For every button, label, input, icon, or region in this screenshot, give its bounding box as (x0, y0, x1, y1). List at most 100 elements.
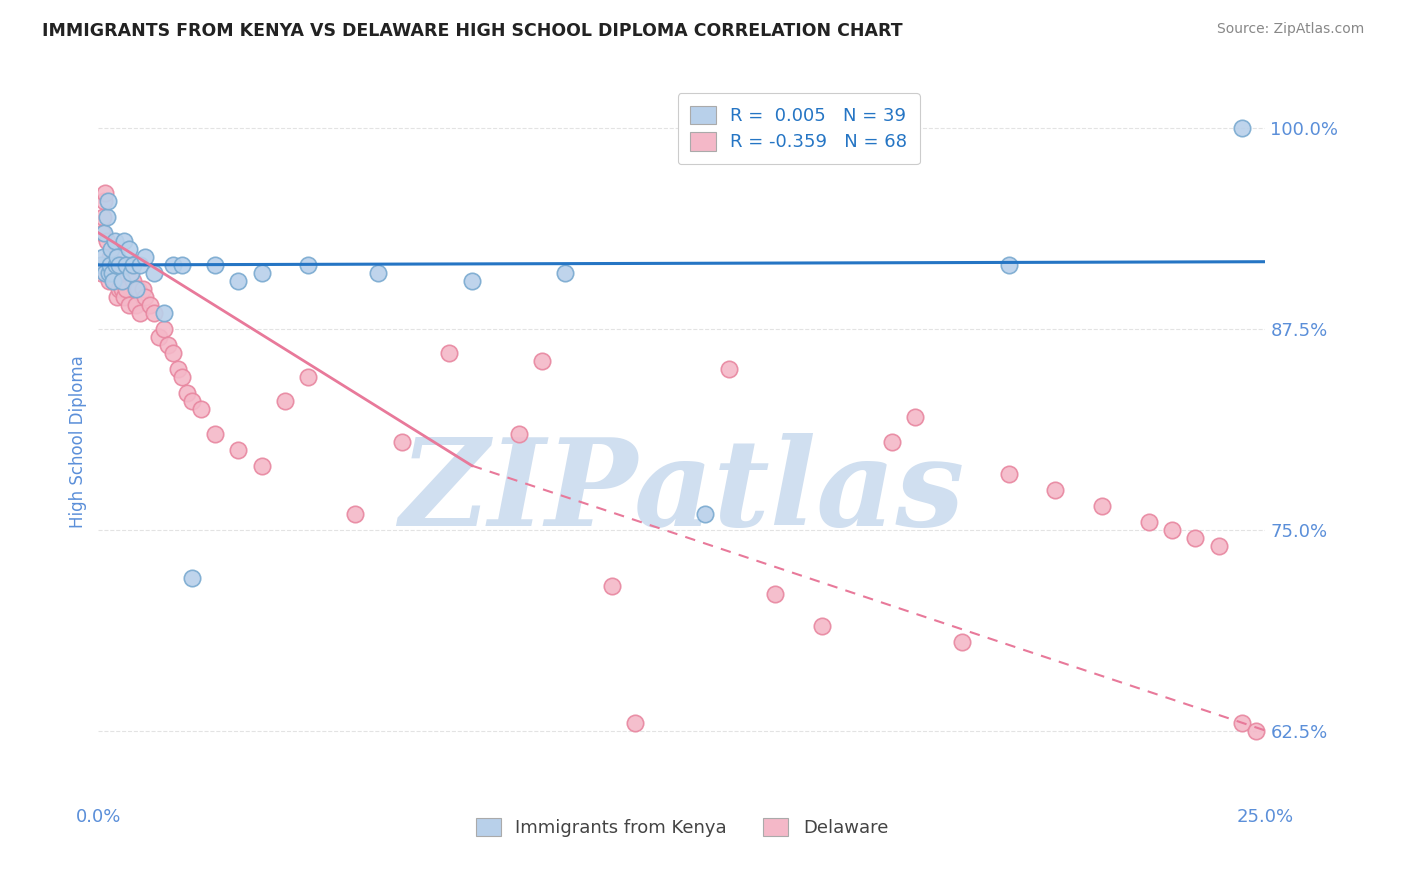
Point (100, 242, 122, 256)
Point (91, 226, 114, 240)
Point (129, 306, 152, 320)
Point (118, 242, 141, 256)
Point (162, 346, 184, 360)
Point (97, 194, 120, 208)
Point (114, 258, 136, 272)
Point (96, 210, 118, 224)
Point (134, 250, 156, 264)
Point (94, 266, 117, 280)
Point (180, 394, 202, 409)
Point (100, 266, 122, 280)
Point (90, 266, 112, 280)
Point (391, 434, 413, 449)
Point (97, 266, 120, 280)
Point (115, 258, 138, 272)
Point (103, 274, 125, 288)
Text: ZIPatlas: ZIPatlas (399, 433, 965, 551)
Point (508, 426, 530, 441)
Point (125, 298, 148, 312)
Point (94, 186, 117, 200)
Point (880, 434, 903, 449)
Point (1208, 539, 1230, 553)
Point (172, 258, 194, 272)
Point (122, 258, 145, 272)
Point (176, 386, 198, 401)
Point (110, 258, 132, 272)
Point (90, 258, 112, 272)
Point (1244, 723, 1267, 738)
Point (104, 234, 127, 248)
Point (554, 266, 576, 280)
Point (204, 426, 226, 441)
Point (112, 290, 135, 304)
Point (101, 266, 124, 280)
Point (162, 258, 184, 272)
Point (105, 290, 128, 304)
Point (190, 402, 212, 417)
Point (104, 274, 127, 288)
Point (129, 258, 152, 272)
Point (250, 266, 273, 280)
Point (98, 250, 121, 264)
Point (118, 298, 141, 312)
Point (97, 258, 120, 272)
Point (122, 274, 145, 288)
Point (105, 250, 128, 264)
Point (904, 410, 927, 425)
Point (1091, 499, 1114, 513)
Point (91, 250, 114, 264)
Legend: Immigrants from Kenya, Delaware: Immigrants from Kenya, Delaware (468, 811, 896, 845)
Point (344, 507, 367, 521)
Point (228, 442, 250, 457)
Point (1230, 715, 1253, 730)
Point (93, 194, 115, 208)
Text: IMMIGRANTS FROM KENYA VS DELAWARE HIGH SCHOOL DIPLOMA CORRELATION CHART: IMMIGRANTS FROM KENYA VS DELAWARE HIGH S… (42, 22, 903, 40)
Point (139, 298, 162, 312)
Point (152, 322, 174, 336)
Point (132, 282, 155, 296)
Point (1184, 531, 1206, 545)
Point (1230, 121, 1253, 136)
Point (1137, 515, 1160, 529)
Point (120, 258, 142, 272)
Point (143, 266, 166, 280)
Point (274, 394, 297, 409)
Point (103, 266, 125, 280)
Point (1161, 523, 1184, 537)
Point (950, 635, 973, 649)
Point (111, 274, 134, 288)
Point (115, 282, 138, 296)
Point (108, 258, 131, 272)
Point (112, 234, 135, 248)
Point (97, 274, 120, 288)
Point (997, 258, 1019, 272)
Point (108, 282, 131, 296)
Point (105, 258, 128, 272)
Point (695, 507, 717, 521)
Point (143, 306, 166, 320)
Point (91, 210, 114, 224)
Point (763, 587, 786, 601)
Point (134, 290, 156, 304)
Point (367, 266, 389, 280)
Point (172, 370, 194, 384)
Point (107, 266, 129, 280)
Point (228, 274, 250, 288)
Point (105, 250, 128, 264)
Point (96, 234, 118, 248)
Point (297, 370, 319, 384)
Point (152, 306, 174, 320)
Point (125, 282, 148, 296)
Point (600, 579, 623, 593)
Point (204, 258, 226, 272)
Point (157, 338, 180, 352)
Point (437, 346, 460, 360)
Point (811, 619, 834, 633)
Point (120, 266, 142, 280)
Point (98, 258, 121, 272)
Point (166, 362, 188, 376)
Point (297, 258, 319, 272)
Point (1045, 483, 1067, 497)
Point (101, 258, 124, 272)
Point (717, 362, 740, 376)
